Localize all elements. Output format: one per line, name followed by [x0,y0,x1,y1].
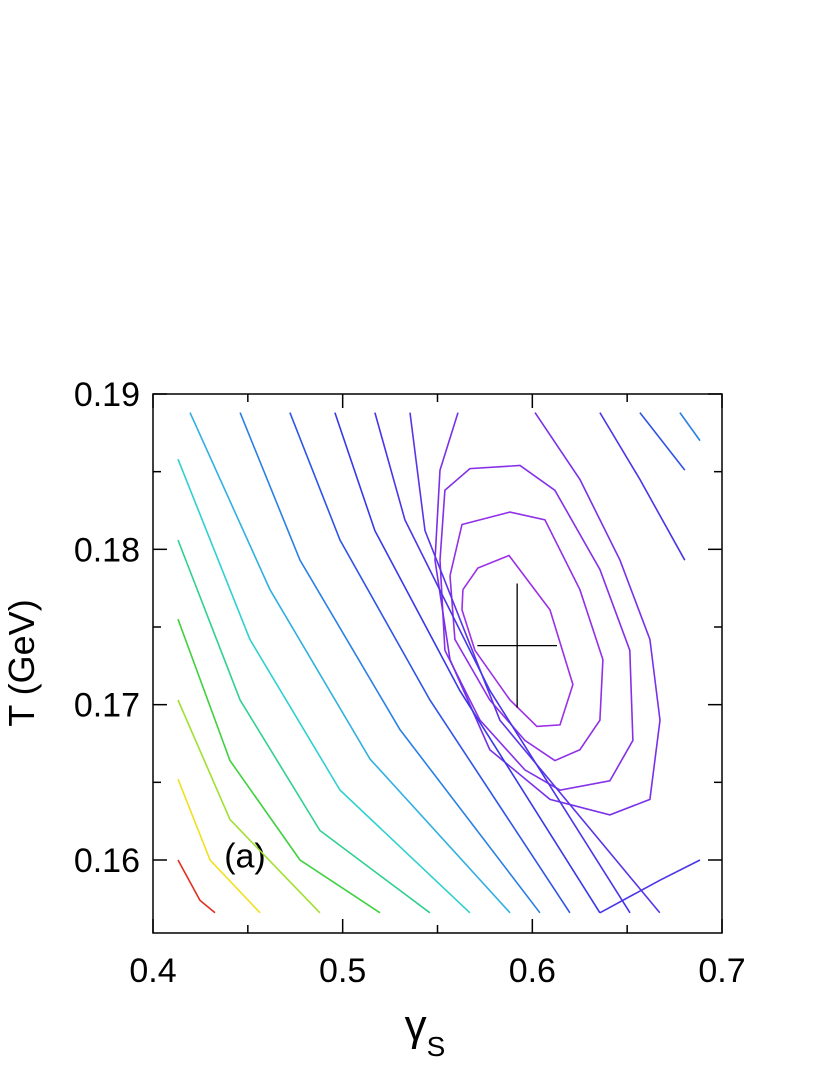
contour-line [177,539,431,914]
contour-line [177,859,216,914]
contour-line [639,412,686,471]
contour-line [289,412,571,914]
contour-line [239,412,541,914]
contour-line [177,618,381,914]
annotation: (a) [224,837,266,875]
x-axis-label-main: γ [405,1001,427,1050]
x-tick-label: 0.5 [319,952,366,990]
y-tick-label: 0.18 [74,531,140,569]
x-tick-label: 0.4 [129,952,176,990]
contour-line [679,412,701,442]
x-tick-label: 0.7 [698,952,745,990]
contour-line [177,458,471,914]
contour-line [439,464,634,791]
y-tick-label: 0.19 [74,376,140,414]
y-axis-label: T (GeV) [1,599,42,726]
contour-line [434,412,661,816]
contour-line [409,412,661,914]
x-tick-label: 0.6 [509,952,556,990]
contour-line [461,554,574,728]
x-axis-label-subscript: S [427,1031,446,1062]
contour-line [374,412,631,914]
x-axis-label: γS [405,1001,446,1062]
contour-line [599,412,686,561]
contour-line [449,511,604,762]
y-tick-label: 0.16 [74,842,140,880]
contour-line [177,699,321,914]
y-tick-label: 0.17 [74,687,140,725]
contour-line [189,412,511,914]
contour-line [177,778,261,914]
contour-line [599,859,701,914]
contour-line [334,412,601,914]
